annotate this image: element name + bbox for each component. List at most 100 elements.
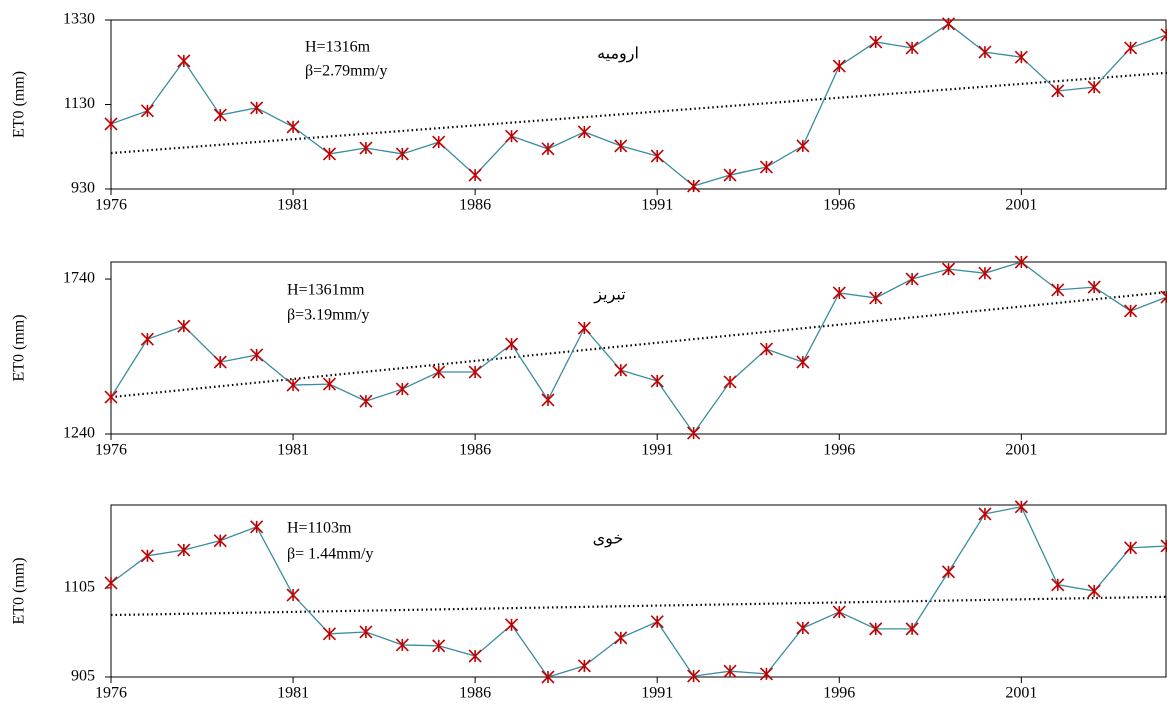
data-marker xyxy=(468,168,482,182)
data-marker xyxy=(650,374,664,388)
annotation: β= 1.44mm/y xyxy=(287,546,374,563)
x-tick-label: 1986 xyxy=(459,442,491,459)
x-tick-label: 1991 xyxy=(641,197,673,214)
marker-stroke xyxy=(1160,290,1167,299)
x-tick-label: 2001 xyxy=(1005,197,1037,214)
annotation: H=1361mm xyxy=(287,282,365,299)
data-marker xyxy=(687,179,701,193)
data-marker xyxy=(468,649,482,663)
y-tick-label: 1105 xyxy=(64,579,95,596)
data-marker xyxy=(978,266,992,280)
data-marker xyxy=(796,621,810,635)
x-tick-label: 1976 xyxy=(95,685,127,702)
data-marker xyxy=(723,168,737,182)
data-marker xyxy=(250,101,264,115)
data-marker xyxy=(1051,283,1065,297)
data-marker xyxy=(941,17,956,31)
marker-stroke xyxy=(1160,33,1167,42)
data-marker xyxy=(1087,80,1101,94)
data-marker xyxy=(577,659,591,673)
marker-stroke xyxy=(1160,295,1167,304)
data-marker xyxy=(395,638,409,652)
data-marker xyxy=(213,534,227,548)
data-marker xyxy=(759,160,774,174)
data-marker xyxy=(1160,539,1167,553)
data-marker xyxy=(104,576,118,590)
data-marker xyxy=(869,291,883,305)
x-tick-label: 1981 xyxy=(277,442,309,459)
data-marker xyxy=(759,342,774,356)
trend-line xyxy=(110,290,1167,399)
data-marker xyxy=(1124,541,1138,555)
data-marker xyxy=(140,104,154,118)
data-marker xyxy=(359,394,373,408)
data-marker xyxy=(832,59,846,73)
data-marker xyxy=(432,135,446,149)
data-marker xyxy=(395,147,409,161)
data-marker xyxy=(1014,50,1028,64)
data-marker xyxy=(577,125,591,139)
data-marker xyxy=(541,142,555,156)
station-name: ارومیه xyxy=(597,46,639,63)
data-marker xyxy=(832,605,846,619)
x-tick-label: 2001 xyxy=(1005,685,1037,702)
data-marker xyxy=(614,363,628,377)
x-tick-label: 1976 xyxy=(95,442,127,459)
data-marker xyxy=(796,355,810,369)
data-marker xyxy=(504,618,519,632)
data-marker xyxy=(650,149,664,163)
data-marker xyxy=(177,54,191,68)
data-marker xyxy=(213,108,227,122)
data-line xyxy=(110,23,1167,187)
data-marker xyxy=(941,565,956,579)
data-marker xyxy=(395,382,409,396)
data-marker xyxy=(869,35,883,49)
data-marker xyxy=(1124,304,1138,318)
annotation: H=1316m xyxy=(305,39,371,56)
data-marker xyxy=(832,286,846,300)
data-marker xyxy=(322,147,337,161)
data-marker xyxy=(687,669,701,683)
data-marker xyxy=(650,615,664,629)
data-marker xyxy=(759,667,774,681)
x-tick-label: 1976 xyxy=(95,197,127,214)
data-marker xyxy=(869,622,883,636)
annotation: H=1103m xyxy=(287,520,352,537)
x-tick-label: 1986 xyxy=(459,197,491,214)
station-name: تبریز xyxy=(593,287,625,304)
data-marker xyxy=(723,664,737,678)
data-marker xyxy=(322,627,337,641)
data-marker xyxy=(177,543,191,557)
data-marker xyxy=(213,355,227,369)
data-marker xyxy=(978,507,992,521)
data-marker xyxy=(177,319,191,333)
data-marker xyxy=(614,631,628,645)
data-marker xyxy=(614,139,628,153)
data-marker xyxy=(104,117,118,131)
data-marker xyxy=(1051,84,1065,98)
data-marker xyxy=(687,426,701,440)
x-tick-label: 1991 xyxy=(641,685,673,702)
x-tick-label: 1981 xyxy=(277,197,309,214)
y-axis-label: ET0 (mm) xyxy=(11,314,28,381)
y-tick-label: 930 xyxy=(71,180,95,197)
data-marker xyxy=(432,639,446,653)
marker-stroke xyxy=(1160,544,1167,553)
data-marker xyxy=(432,365,446,379)
y-tick-label: 1330 xyxy=(63,11,95,28)
data-marker xyxy=(250,348,264,362)
data-marker xyxy=(978,45,992,59)
marker-stroke xyxy=(1160,539,1167,548)
annotation: β=3.19mm/y xyxy=(287,307,370,324)
data-marker xyxy=(104,390,118,404)
x-tick-label: 1981 xyxy=(277,685,309,702)
data-marker xyxy=(577,321,591,335)
data-marker xyxy=(286,120,300,134)
data-marker xyxy=(941,262,956,276)
x-tick-label: 1996 xyxy=(823,197,855,214)
data-marker xyxy=(1087,280,1101,294)
data-marker xyxy=(140,332,154,346)
data-marker xyxy=(905,272,919,286)
y-tick-label: 1740 xyxy=(63,270,95,287)
